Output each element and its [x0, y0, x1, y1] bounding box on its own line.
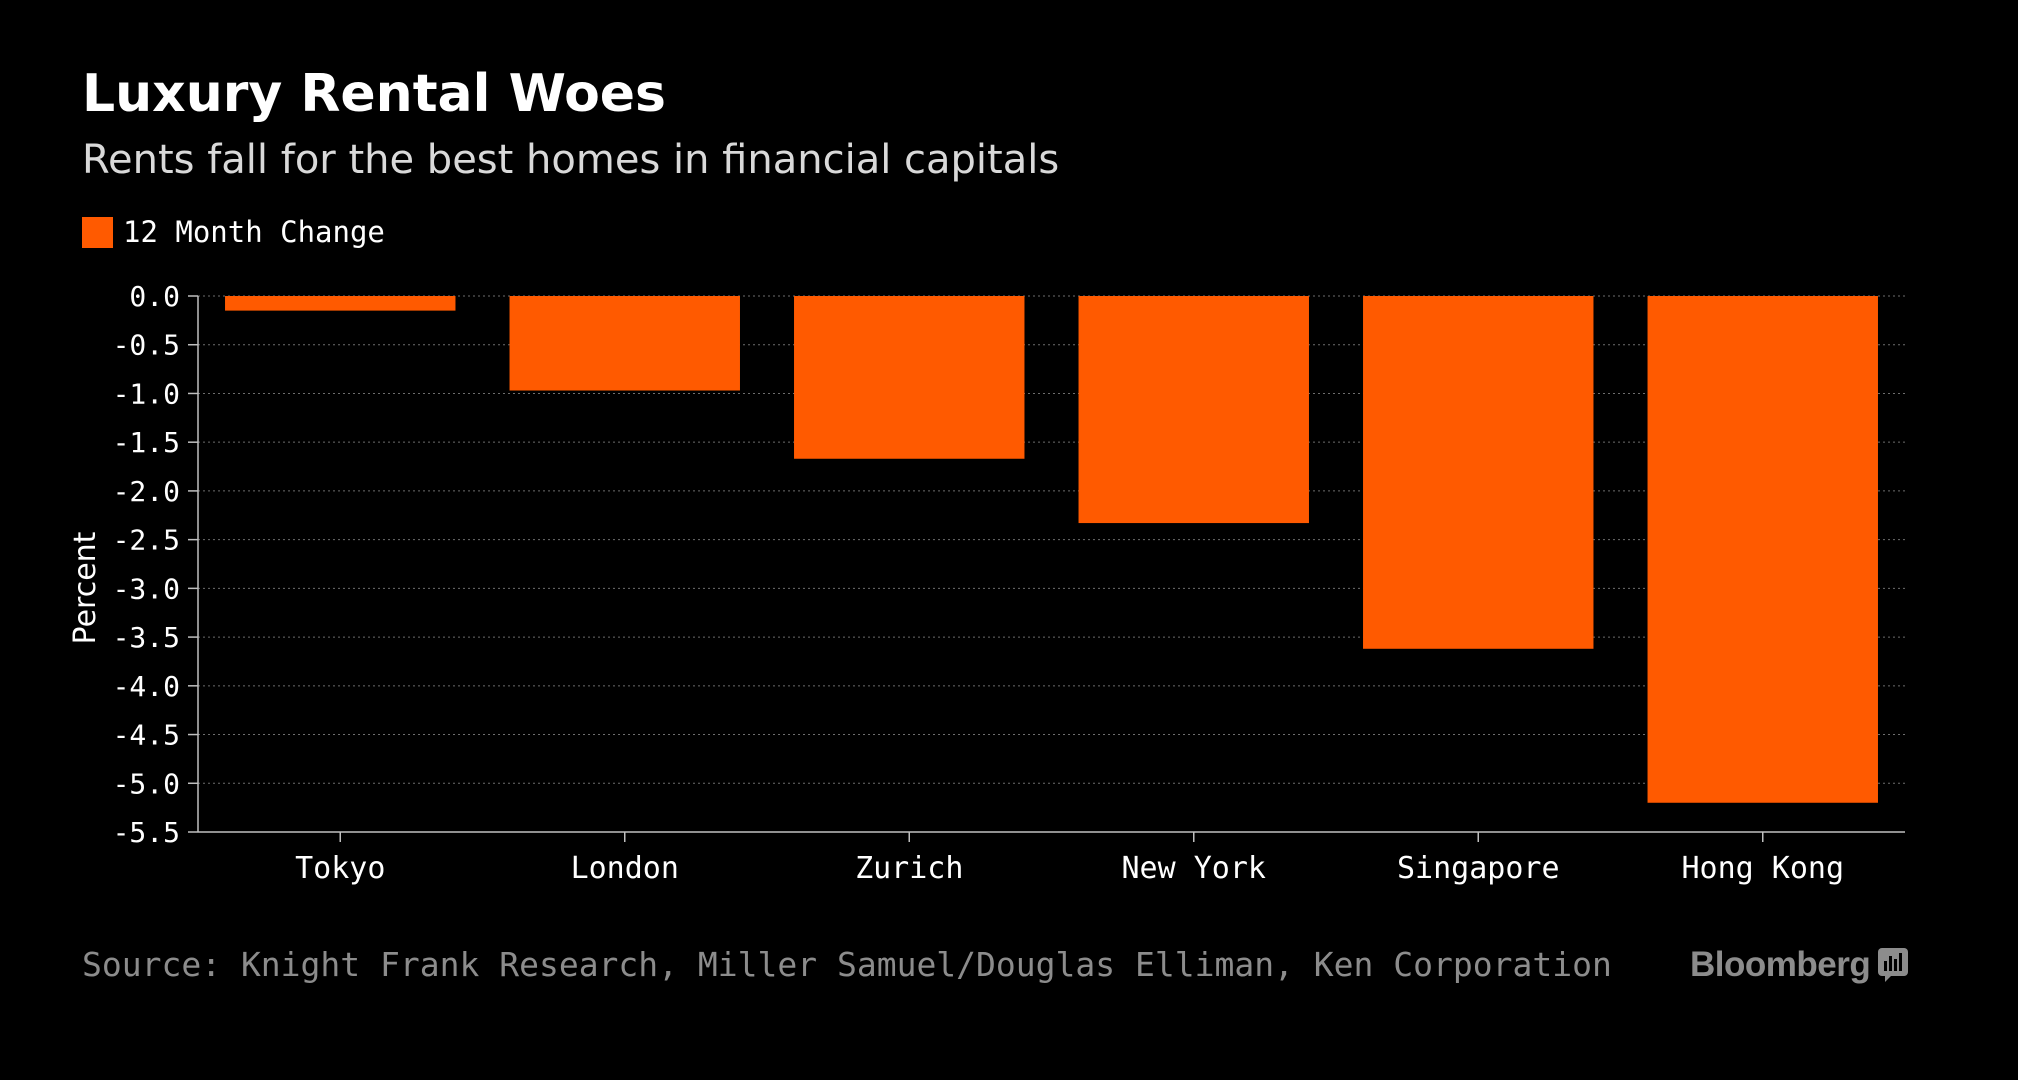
y-tick-label: -5.5 — [113, 816, 180, 849]
legend: 12 Month Change — [82, 214, 385, 250]
legend-swatch — [82, 216, 113, 248]
axes — [188, 295, 1905, 842]
legend-label: 12 Month Change — [123, 215, 385, 249]
tick-labels: 0.0 -0.5 -1.0 -1.5 -2.0 -2.5 -3.0 -3.5 -4.0 -4.5 -… — [113, 280, 1844, 886]
x-tick-label: Zurich — [855, 851, 963, 886]
bar-hong-kong — [1647, 296, 1878, 803]
brand-name: Bloomberg — [1690, 945, 1871, 984]
x-tick-label: London — [571, 851, 679, 886]
x-tick-label: Tokyo — [295, 851, 385, 886]
bars — [225, 296, 1878, 803]
y-tick-label: -4.0 — [113, 670, 180, 703]
y-axis-label: Percent — [68, 531, 103, 644]
bloomberg-chart-icon — [1878, 948, 1909, 982]
y-tick-label: -5.0 — [113, 767, 180, 800]
bar-zurich — [794, 296, 1025, 459]
y-tick-label: -2.5 — [113, 524, 180, 557]
y-tick-label: -2.0 — [113, 475, 180, 508]
chart-subtitle: Rents fall for the best homes in financi… — [82, 137, 1060, 183]
x-tick-label: Singapore — [1397, 851, 1560, 886]
bar-london — [509, 296, 740, 391]
brand-logo: Bloomberg — [1690, 940, 1909, 990]
y-tick-label: -3.5 — [113, 621, 180, 654]
bar-singapore — [1363, 296, 1594, 649]
bar-new-york — [1078, 296, 1309, 524]
bar-tokyo — [225, 296, 456, 311]
y-tick-label: -4.5 — [113, 719, 180, 752]
x-tick-label: New York — [1122, 851, 1267, 886]
y-tick-label: -3.0 — [113, 572, 180, 605]
y-tick-label: -1.0 — [113, 377, 180, 410]
y-tick-label: -1.5 — [113, 426, 180, 459]
chart-title: Luxury Rental Woes — [82, 64, 667, 124]
y-tick-label: -0.5 — [113, 329, 180, 362]
y-tick-label: 0.0 — [129, 280, 180, 313]
source-note: Source: Knight Frank Research, Miller Sa… — [82, 945, 1612, 984]
x-tick-label: Hong Kong — [1681, 851, 1844, 886]
